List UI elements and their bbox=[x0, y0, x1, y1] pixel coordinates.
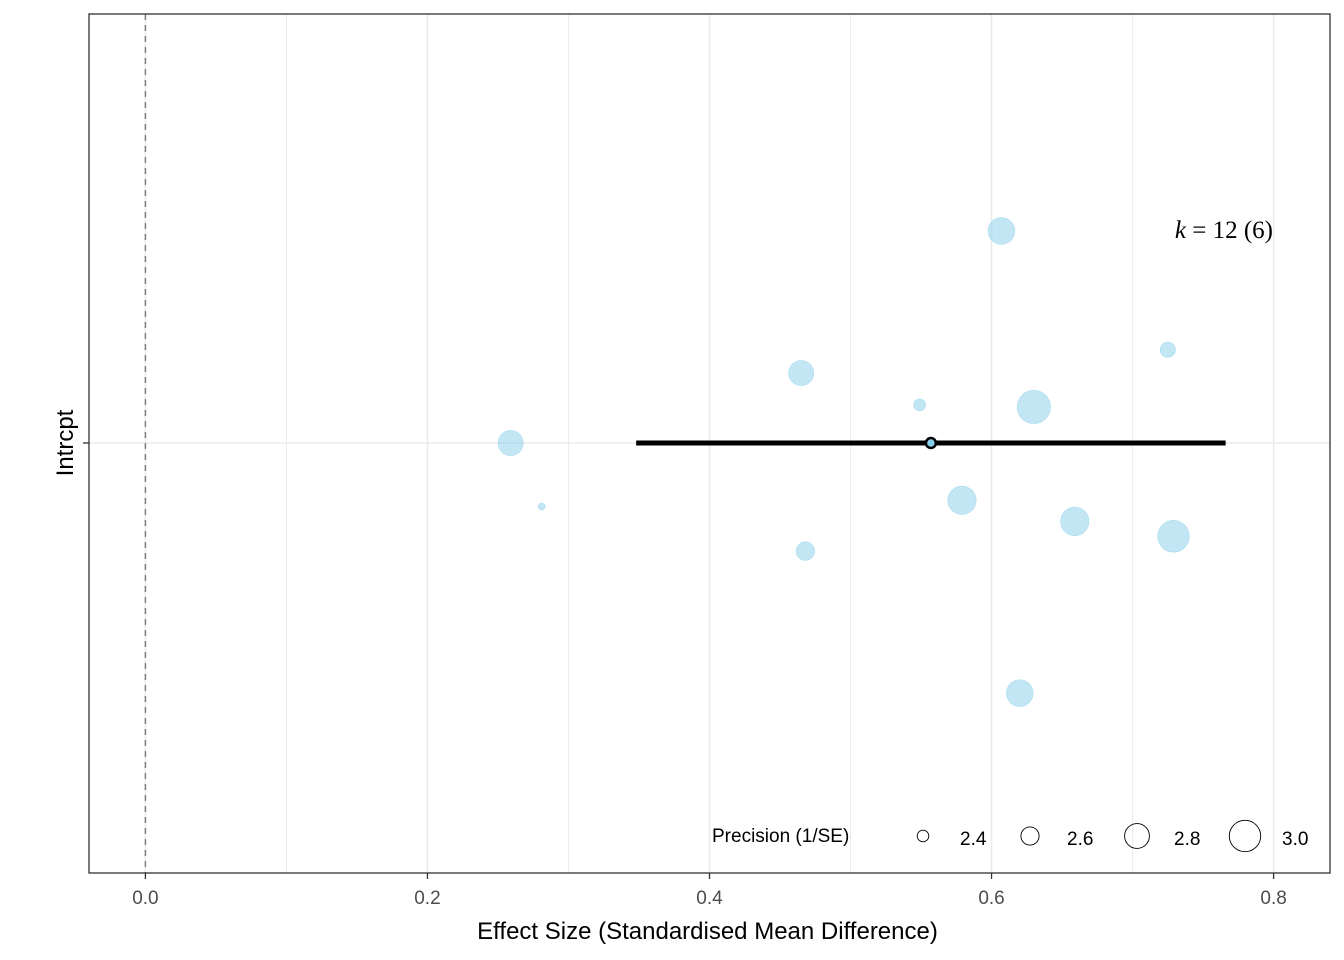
data-point bbox=[1157, 520, 1190, 553]
x-tick-label: 0.8 bbox=[1260, 888, 1286, 909]
data-point bbox=[1159, 341, 1176, 358]
x-tick-label: 0.6 bbox=[978, 888, 1004, 909]
precision-legend: Precision (1/SE) 2.4 2.6 2.8 3.0 bbox=[712, 819, 1308, 853]
legend-key-label: 3.0 bbox=[1282, 829, 1308, 850]
legend-key-label: 2.6 bbox=[1067, 829, 1093, 850]
legend-key-circle bbox=[1020, 826, 1040, 846]
data-point bbox=[913, 398, 926, 412]
k-annotation: k = 12 (6) bbox=[1175, 217, 1273, 244]
x-axis-title: Effect Size (Standardised Mean Differenc… bbox=[477, 918, 938, 945]
data-point bbox=[537, 502, 546, 511]
estimate-point bbox=[924, 436, 938, 450]
data-point bbox=[947, 485, 977, 515]
legend-key-circle bbox=[916, 829, 930, 843]
data-point bbox=[497, 430, 524, 456]
k-value: = 12 (6) bbox=[1186, 217, 1273, 244]
data-point bbox=[788, 360, 815, 386]
y-axis: Intrcpt bbox=[52, 409, 89, 476]
data-point bbox=[1006, 679, 1034, 707]
legend-items: 2.4 2.6 2.8 3.0 bbox=[916, 819, 1308, 853]
legend-key-label: 2.4 bbox=[960, 829, 987, 850]
x-tick-label: 0.4 bbox=[696, 888, 723, 909]
legend-key-circle bbox=[1124, 823, 1150, 849]
data-points bbox=[497, 217, 1190, 707]
legend-key-label: 2.8 bbox=[1174, 829, 1200, 850]
data-point bbox=[987, 217, 1016, 245]
legend-key-circle bbox=[1228, 819, 1262, 853]
k-symbol: k bbox=[1175, 217, 1187, 244]
x-axis: 0.0 0.2 0.4 0.6 0.8 bbox=[132, 873, 1287, 909]
x-tick-label: 0.2 bbox=[414, 888, 440, 909]
data-point bbox=[1016, 389, 1051, 424]
data-point bbox=[1060, 506, 1090, 536]
legend-title: Precision (1/SE) bbox=[712, 826, 849, 847]
data-point bbox=[795, 541, 815, 561]
x-tick-label: 0.0 bbox=[132, 888, 158, 909]
y-category-label: Intrcpt bbox=[52, 409, 79, 476]
